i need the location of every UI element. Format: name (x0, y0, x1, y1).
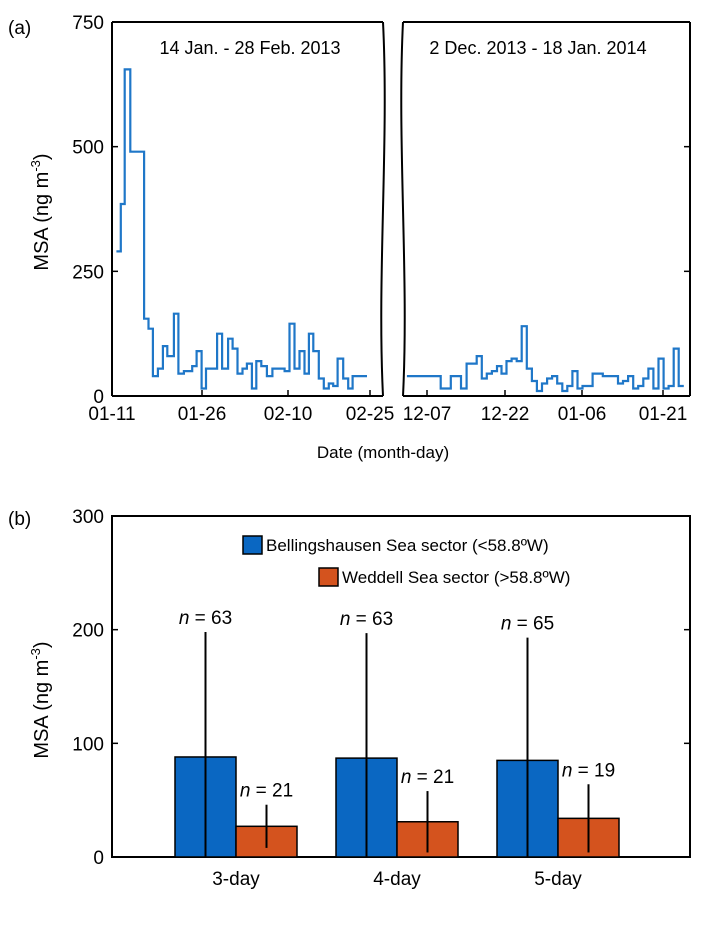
n-label: n = 63 (179, 608, 232, 629)
panel-a-label: (a) (8, 18, 31, 39)
ylabel-text: MSA (ng m (31, 172, 53, 271)
panel-a-ylabel: MSA (ng m-3) (28, 153, 53, 270)
msa-step-line-segment-1 (116, 68, 367, 390)
x-tick-label: 12-07 (403, 404, 452, 425)
legend-label-bellingshausen: Bellingshausen Sea sector (<58.8ºW) (266, 536, 549, 555)
panel-b-label: (b) (8, 509, 31, 530)
ylabel-exponent: -3 (28, 160, 43, 172)
x-tick-label: 12-22 (481, 404, 530, 425)
ylabel-text: MSA (ng m (31, 660, 53, 759)
x-tick-label: 5-day (534, 869, 582, 890)
y-tick-label: 750 (72, 13, 104, 34)
x-tick-label: 01-11 (88, 404, 135, 425)
n-label: n = 63 (340, 609, 393, 630)
panel-b-plot: 0 100 200 300 3-day n = 63 n = 21 4-day n = 63 n … (72, 507, 691, 890)
ylabel-exponent: -3 (28, 648, 43, 660)
x-tick-label: 02-10 (264, 404, 313, 425)
y-tick-label: 300 (72, 507, 104, 528)
n-label: n = 19 (562, 760, 615, 781)
y-tick-label: 250 (72, 262, 104, 283)
msa-step-line-segment-2 (406, 325, 684, 393)
y-tick-label: 0 (93, 848, 104, 869)
x-tick-label: 01-21 (639, 404, 688, 425)
n-label: n = 21 (240, 781, 293, 802)
n-label: n = 21 (401, 767, 454, 788)
x-tick-label: 4-day (373, 869, 421, 890)
svg-text:MSA (ng m-3): MSA (ng m-3) (28, 641, 53, 758)
segment-label-2013: 14 Jan. - 28 Feb. 2013 (159, 38, 340, 58)
panel-b-ylabel: MSA (ng m-3) (28, 641, 53, 758)
axis-break-line (380, 21, 386, 397)
x-tick-label: 3-day (212, 869, 260, 890)
x-tick-label: 01-26 (178, 404, 227, 425)
legend: Bellingshausen Sea sector (<58.8ºW) Wedd… (242, 535, 570, 587)
legend-label-weddell: Weddell Sea sector (>58.8ºW) (342, 568, 570, 587)
ylabel-close: ) (31, 153, 53, 160)
legend-swatch-weddell (318, 567, 339, 587)
y-tick-label: 0 (93, 387, 104, 408)
segment-label-2014: 2 Dec. 2013 - 18 Jan. 2014 (429, 38, 646, 58)
ylabel-close: ) (31, 641, 53, 648)
x-tick-label: 02-25 (346, 404, 395, 425)
panel-a-plot: 0 250 500 750 01-11 01-26 02-10 02-25 12-07 12-22… (72, 13, 691, 425)
panel-b: (b) MSA (ng m-3) 0 100 200 300 3-day n = 63 n … (8, 507, 691, 890)
legend-swatch-bellingshausen (242, 535, 263, 555)
y-tick-label: 200 (72, 621, 104, 642)
axis-break-line (400, 21, 406, 397)
n-label: n = 65 (501, 614, 554, 635)
panel-a: (a) MSA (ng m-3) 0 250 500 750 01-11 01-26 02-… (8, 13, 691, 462)
svg-text:MSA (ng m-3): MSA (ng m-3) (28, 153, 53, 270)
x-tick-label: 01-06 (558, 404, 607, 425)
y-tick-label: 100 (72, 734, 104, 755)
y-tick-label: 500 (72, 138, 104, 159)
panel-a-xlabel: Date (month-day) (317, 443, 449, 462)
